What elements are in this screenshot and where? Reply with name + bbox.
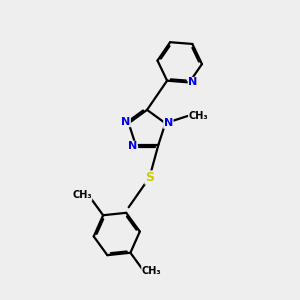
Text: N: N (188, 77, 197, 87)
Text: CH₃: CH₃ (189, 111, 208, 121)
Text: N: N (164, 118, 173, 128)
Text: N: N (121, 117, 130, 127)
Text: CH₃: CH₃ (142, 266, 161, 276)
Text: S: S (145, 171, 154, 184)
Text: CH₃: CH₃ (72, 190, 92, 200)
Text: N: N (128, 141, 137, 151)
